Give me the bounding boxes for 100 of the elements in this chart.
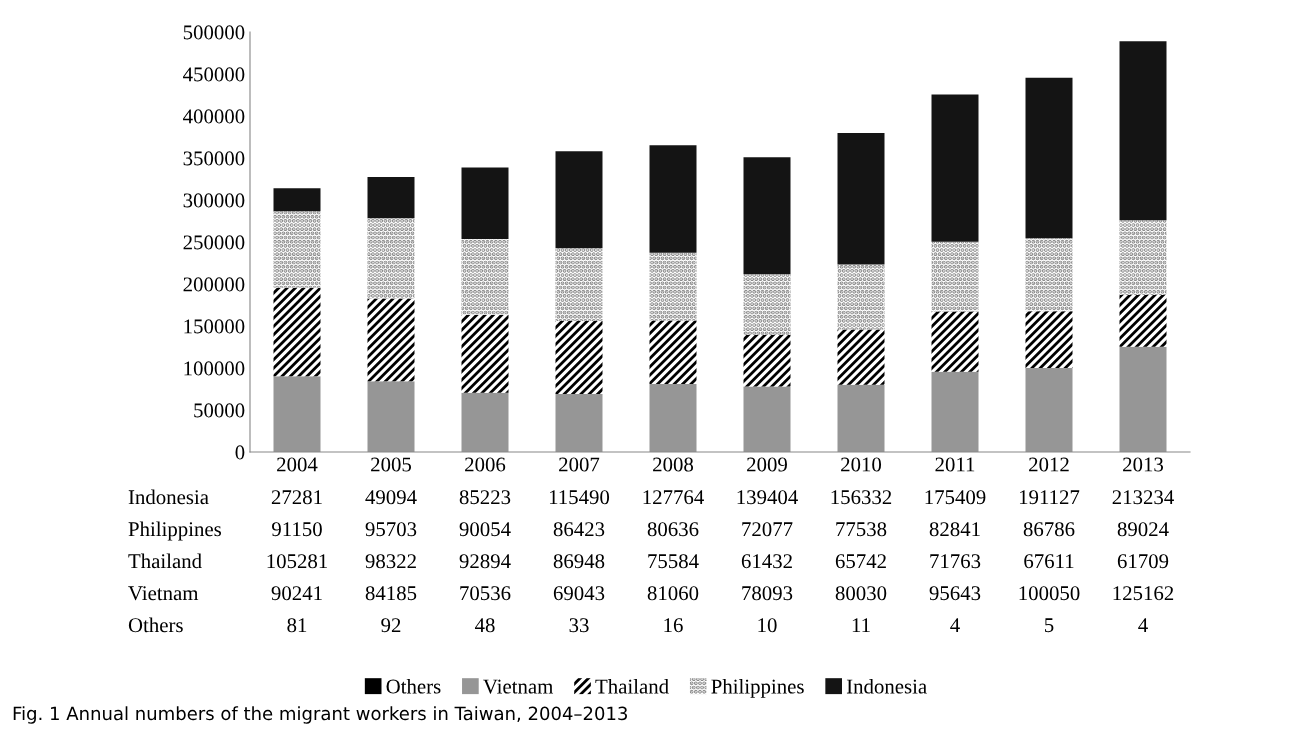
bar [1119,220,1167,296]
bar [1119,346,1167,452]
data-label: 98322 [365,554,416,569]
x-tick-label: 2010 [841,457,882,472]
bar [555,320,603,394]
text: Vietnam [128,586,199,601]
data-label: 65742 [835,554,886,569]
data-label: 139404 [737,490,798,505]
data-label: 89024 [1117,522,1169,537]
bar [461,392,509,452]
data-label: 4 [950,618,960,633]
data-label: 81 [287,618,307,633]
x-tick-label: 2006 [465,457,506,472]
y-tick-label: 0 [235,445,245,460]
text: Indonesia [128,489,209,505]
data-label: 78093 [742,586,793,601]
data-label: 95703 [365,522,417,537]
y-tick-label: 300000 [183,193,245,208]
y-tick-label: 400000 [183,109,245,124]
legend-label: Vietnam [483,679,554,694]
bar [931,241,979,312]
data-label: 33 [569,618,589,633]
bar [1025,77,1073,239]
bar [367,298,415,382]
data-label: 75584 [648,554,699,569]
data-label: 92 [381,618,401,633]
bar [555,248,603,321]
bar [837,133,885,265]
data-label: 156332 [831,490,892,505]
data-label: 86423 [553,522,605,537]
x-tick-label: 2013 [1123,457,1164,472]
y-tick-label: 150000 [184,319,245,334]
data-label: 5 [1045,618,1054,633]
bar [743,157,791,275]
data-label: 213234 [1112,490,1174,505]
data-label: 105281 [267,554,327,569]
data-label: 175409 [925,490,986,505]
bar [1119,295,1167,347]
data-label: 80030 [835,586,887,601]
data-label: 95643 [929,586,981,601]
bar [743,386,791,452]
bar [1119,41,1167,221]
data-label: 49094 [365,490,417,505]
bar [743,334,791,387]
bar [273,376,321,452]
bar [555,151,603,249]
bar [367,381,415,452]
x-tick-label: 2012 [1029,457,1069,472]
bar [743,274,791,335]
data-label: 10 [758,618,777,633]
data-label: 127764 [643,490,704,505]
bar [649,320,697,384]
legend-label: Others [386,678,441,694]
data-label: 85223 [459,490,511,505]
bar [273,287,321,377]
x-tick-label: 2008 [653,457,694,472]
x-tick-label: 2004 [277,457,318,472]
bar [837,264,885,330]
data-label: 71763 [930,554,981,569]
bar [931,94,979,242]
data-label: 100050 [1019,586,1080,601]
bar [1025,311,1073,368]
legend-label: Philippines [711,678,804,698]
caption: Fig. 1 Annual numbers of the migrant workers in Taiwan, 2004–2013 [13,706,627,724]
y-tick-label: 200000 [183,277,245,292]
bar [367,176,415,219]
data-label: 90054 [459,522,511,537]
data-label: 4 [1138,618,1148,633]
y-tick-label: 250000 [183,235,245,250]
text: Thailand [128,553,202,569]
bar [837,329,885,385]
data-label: 86786 [1023,522,1075,537]
data-label: 61432 [741,554,792,569]
bar [273,188,321,212]
bar [461,239,509,315]
bar [273,211,321,288]
data-label: 84185 [365,586,417,601]
bar [649,252,697,321]
data-label: 48 [474,618,495,633]
bar [1025,367,1073,452]
bar [367,218,415,299]
data-label: 61709 [1117,554,1169,569]
data-label: 86948 [553,554,605,569]
bar [649,145,697,253]
legend-label: Indonesia [846,678,927,694]
bar [461,167,509,240]
data-label: 27281 [271,490,322,505]
bar [649,383,697,452]
y-tick-label: 350000 [183,151,245,166]
x-tick-label: 2005 [371,457,412,472]
bar [1025,238,1073,312]
data-label: 81060 [647,586,699,601]
data-label: 115490 [549,490,610,505]
text: Others [128,617,183,633]
text: Philippines [128,521,222,541]
data-label: 67611 [1024,554,1074,569]
data-label: 77538 [836,522,887,537]
data-label: 125162 [1113,586,1174,601]
data-label: 92894 [459,554,511,569]
y-tick-label: 50000 [194,403,245,418]
